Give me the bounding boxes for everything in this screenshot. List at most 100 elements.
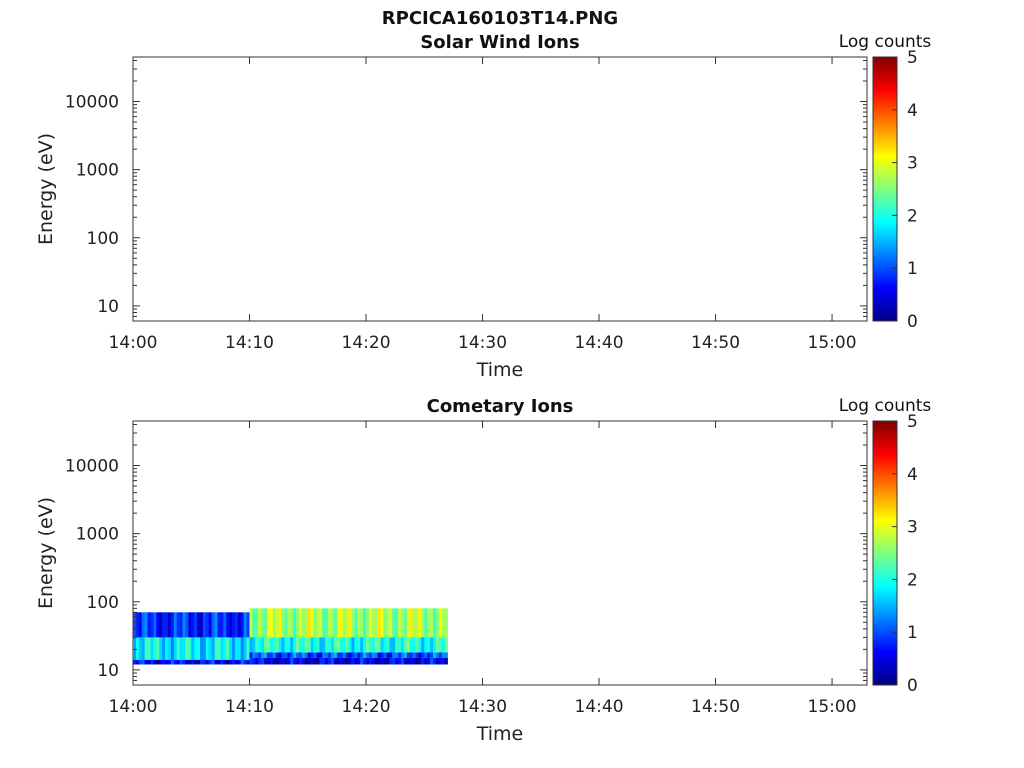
heatmap-cell xyxy=(147,612,151,638)
y-tick-label: 100 xyxy=(87,593,119,613)
colorbar-segment xyxy=(873,661,897,665)
x-tick-label: 14:20 xyxy=(342,697,391,717)
y-tick-label: 10000 xyxy=(65,93,119,113)
colorbar-segment xyxy=(873,579,897,583)
colorbar-segment xyxy=(873,265,897,269)
heatmap-cell xyxy=(345,608,349,638)
colorbar-frame xyxy=(872,56,898,322)
heatmap-cell xyxy=(173,637,177,660)
colorbar-segment xyxy=(873,183,897,187)
heatmap-cell xyxy=(336,608,341,638)
heatmap-cell xyxy=(138,612,143,638)
colorbar-segment xyxy=(873,202,897,206)
colorbar-tick-label: 3 xyxy=(907,154,918,174)
heatmap-cell xyxy=(307,608,311,638)
heatmap-cell xyxy=(165,637,169,660)
heatmap-cell xyxy=(348,657,352,665)
heatmap-cell xyxy=(301,657,306,665)
heatmap-cell xyxy=(316,652,320,658)
colorbar-segment xyxy=(873,423,897,427)
heatmap-cell xyxy=(400,637,405,653)
heatmap-cell xyxy=(185,612,189,638)
heatmap-cell xyxy=(438,657,443,665)
y-tick-label: 10000 xyxy=(65,457,119,477)
heatmap-cell xyxy=(421,657,425,665)
colorbar-segment xyxy=(873,59,897,63)
colorbar-segment xyxy=(873,605,897,609)
colorbar-segment xyxy=(873,244,897,248)
colorbar-segment xyxy=(873,178,897,182)
colorbar-segment xyxy=(873,72,897,76)
colorbar-segment xyxy=(873,99,897,103)
heatmap-cell xyxy=(237,612,242,638)
colorbar-segment xyxy=(873,642,897,646)
heatmap-cell xyxy=(313,637,317,653)
heatmap-cell xyxy=(284,608,288,638)
heatmap-cell xyxy=(156,637,160,660)
heatmap-cell xyxy=(199,637,204,660)
colorbar-segment xyxy=(873,215,897,219)
heatmap-cell xyxy=(427,608,431,638)
heatmap-cell xyxy=(371,608,376,638)
heatmap-cell xyxy=(170,659,175,665)
heatmap-cell xyxy=(188,659,192,665)
heatmap-cell xyxy=(258,652,262,658)
colorbar-segment xyxy=(873,513,897,517)
heatmap-cell xyxy=(197,659,201,665)
heatmap-cell xyxy=(182,637,186,660)
heatmap-cell xyxy=(377,652,381,658)
colorbar-segment xyxy=(873,67,897,71)
heatmap-cell xyxy=(133,637,137,660)
heatmap-cell xyxy=(293,657,297,665)
heatmap-cell xyxy=(398,637,402,653)
colorbar-segment xyxy=(873,669,897,673)
heatmap-cell xyxy=(214,659,218,665)
heatmap-cell xyxy=(156,612,160,638)
heatmap-cell xyxy=(191,659,195,665)
heatmap-cell xyxy=(316,608,320,638)
heatmap-cell xyxy=(307,637,311,653)
heatmap-cell xyxy=(421,652,425,658)
heatmap-cell xyxy=(342,657,346,665)
colorbar-segment xyxy=(873,677,897,681)
heatmap-cell xyxy=(380,657,384,665)
heatmap-cell xyxy=(138,659,143,665)
y-tick-label: 1000 xyxy=(76,525,119,545)
heatmap-cell xyxy=(269,657,274,665)
heatmap-cell xyxy=(290,608,294,638)
heatmap-cell xyxy=(208,637,212,660)
heatmap-cell xyxy=(400,657,405,665)
heatmap-cell xyxy=(403,637,408,653)
colorbar-tick-label: 2 xyxy=(907,570,918,590)
heatmap-cell xyxy=(261,657,265,665)
heatmap-cell xyxy=(165,659,169,665)
heatmap-cell xyxy=(406,652,410,658)
heatmap-cell xyxy=(290,637,294,653)
heatmap-cell xyxy=(223,637,227,660)
heatmap-cell xyxy=(441,637,445,653)
heatmap-cell xyxy=(412,608,416,638)
heatmap-cell xyxy=(409,608,413,638)
heatmap-cell xyxy=(243,637,247,660)
heatmap-cell xyxy=(135,659,140,665)
x-ticks: 14:00 14:10 14:20 14:30 14:40 14:50 15:00 xyxy=(109,57,857,353)
colorbar-segment xyxy=(873,231,897,235)
colorbar-segment xyxy=(873,117,897,121)
colorbar-ticks: 0 1 2 3 4 5 xyxy=(892,412,918,696)
colorbar-segment xyxy=(873,436,897,440)
colorbar-segment xyxy=(873,167,897,171)
colorbar-segment xyxy=(873,582,897,586)
heatmap-cell xyxy=(226,659,230,665)
colorbar-segment xyxy=(873,241,897,245)
heatmap-cell xyxy=(418,652,422,658)
heatmap-cell xyxy=(217,659,221,665)
colorbar-segment xyxy=(873,529,897,533)
colorbar-segment xyxy=(873,233,897,237)
heatmap-cell xyxy=(421,637,425,653)
heatmap-cell xyxy=(392,652,396,658)
heatmap-cell xyxy=(336,657,341,665)
heatmap-cell xyxy=(386,608,390,638)
colorbar-tick-label: 4 xyxy=(907,101,918,121)
heatmap-cell xyxy=(284,652,288,658)
